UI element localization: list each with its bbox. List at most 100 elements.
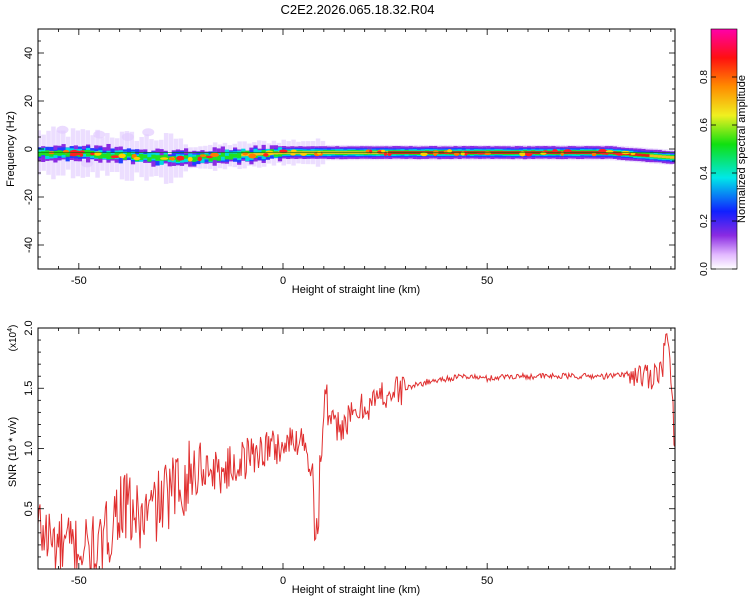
spectrogram-cell (45, 150, 50, 156)
spectrogram-cell (381, 149, 386, 153)
spectrogram-x-label: Height of straight line (km) (292, 284, 420, 296)
snr-y-multiplier-exp: 4 (7, 328, 14, 332)
x-tick-label: 50 (481, 575, 493, 587)
y-tick-label: 1.0 (23, 441, 35, 456)
spectrogram-cell (192, 156, 197, 162)
spectrogram-cell (669, 156, 675, 159)
spectrogram-cell (245, 152, 250, 162)
spectrogram-cell (665, 155, 671, 159)
spectrogram-cell (110, 155, 120, 159)
spectrogram-cell (453, 152, 460, 156)
spectrogram-cell (160, 157, 169, 160)
colorbar-tick-label: 0.6 (699, 118, 710, 132)
spectrogram-cell (633, 153, 638, 156)
chart-title: C2E2.2026.065.18.32.R04 (280, 2, 435, 17)
spectrogram-cell (447, 149, 452, 153)
spectrogram-cell (121, 133, 134, 141)
x-tick-label: -50 (71, 275, 87, 287)
colorbar-tick-label: 0.0 (699, 262, 710, 276)
spectrogram-cell (56, 125, 69, 134)
spectrogram-cell (420, 152, 428, 157)
spectrogram-cell (114, 152, 119, 157)
y-tick-label: 20 (23, 95, 35, 107)
spectrogram-cell (387, 152, 392, 156)
spectrogram-cell (224, 149, 230, 159)
spectrogram-cell (233, 153, 238, 158)
spectrogram-cell (263, 153, 269, 157)
spectrogram-cell (291, 149, 297, 153)
y-tick-label: 2.0 (23, 320, 35, 335)
snr-x-ticks: -50 0 50 (37, 328, 672, 587)
spectrogram-cell (637, 153, 642, 157)
spectrogram-cell (273, 151, 279, 155)
colorbar-tick-label: 0.8 (699, 70, 710, 84)
spectrogram-cell (257, 152, 262, 156)
spectrogram-cell (279, 149, 288, 154)
y-tick-label: 0 (23, 146, 35, 152)
snr-x-label: Height of straight line (km) (292, 584, 420, 596)
spectrogram-cell (645, 154, 650, 157)
spectrogram-cell (143, 154, 148, 159)
spectrogram-cell (241, 153, 246, 157)
svg-text:(x104): (x104) (7, 325, 19, 352)
spectrogram-cell (253, 152, 258, 156)
snr-series-line (38, 333, 675, 569)
spectrogram-cell (79, 153, 84, 157)
spectrogram-cell (653, 154, 658, 158)
y-tick-label: -40 (23, 237, 35, 253)
spectrogram-x-ticks: -50 0 50 (37, 29, 672, 287)
spectrogram-cell (155, 155, 160, 161)
spectrogram-cell (139, 153, 144, 160)
snr-frame (37, 327, 676, 570)
spectrogram-cell (102, 153, 107, 158)
spectrogram-cell (591, 152, 597, 157)
y-tick-label: -20 (23, 189, 35, 205)
spectrogram-cell (187, 156, 193, 162)
x-tick-label: 50 (481, 275, 493, 287)
colorbar-tick-label: 0.4 (699, 166, 710, 180)
spectrogram-cell (228, 153, 234, 160)
spectrogram-cell (210, 152, 219, 158)
spectrogram-cell (41, 151, 46, 156)
spectrogram-cell (86, 150, 91, 157)
x-tick-label: -50 (71, 575, 87, 587)
spectrogram-cell (147, 153, 152, 160)
spectrogram-cell (220, 152, 225, 157)
y-tick-label: 1.5 (23, 381, 35, 396)
spectrogram-cell (106, 153, 111, 160)
spectrogram-cell (168, 157, 176, 161)
spectrogram-cell (142, 128, 155, 137)
spectrogram-cell (208, 155, 213, 162)
spectrogram-cell (212, 155, 217, 161)
y-tick-label: 0.5 (23, 501, 35, 516)
spectrogram-cell (133, 156, 141, 161)
colorbar-ticks: 0.0 0.2 0.4 0.6 0.8 (699, 70, 737, 276)
spectrogram-cell (248, 153, 257, 159)
spectrogram-cell (290, 153, 296, 156)
spectrogram-cell (560, 151, 564, 156)
spectrogram-cell (460, 151, 465, 156)
spectrogram-cell (220, 153, 225, 161)
colorbar-gradient (710, 28, 738, 270)
spectrogram-cell (184, 155, 189, 163)
spectrogram-cell (151, 154, 156, 159)
spectrogram-cell (38, 151, 42, 157)
spectrogram-cell (93, 130, 106, 139)
spectrogram-cell (261, 152, 266, 156)
spectrogram-cell (65, 151, 70, 157)
spectrogram-cell (69, 153, 78, 157)
snr-y-label: SNR (10 * v/v) (7, 417, 19, 487)
spectrogram-cell (98, 152, 103, 159)
spectrogram-cell (126, 152, 132, 157)
spectrogram-cell (641, 153, 646, 157)
x-tick-label: 0 (280, 275, 286, 287)
spectrogram-cell (118, 153, 126, 159)
y-tick-label: 40 (23, 47, 35, 59)
spectrogram-cell (649, 154, 654, 158)
spectrogram-band (38, 125, 675, 184)
spectrogram-cell (224, 155, 230, 160)
spectrogram-cell (563, 149, 572, 153)
spectrogram-cell (147, 157, 152, 162)
spectrogram-cell (216, 154, 221, 161)
